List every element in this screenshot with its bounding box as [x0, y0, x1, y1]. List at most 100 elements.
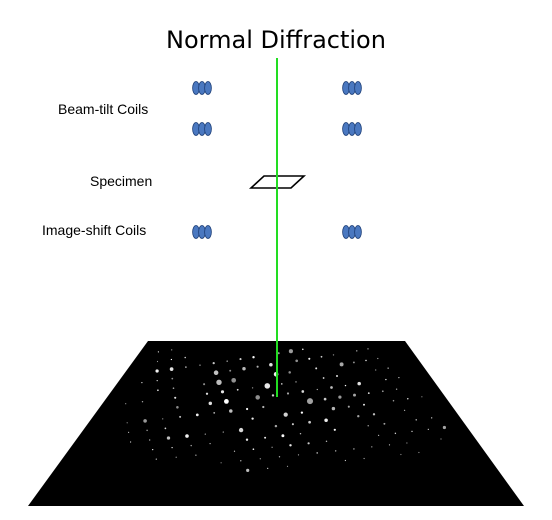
- diffraction-spot: [130, 441, 132, 443]
- diffraction-spot: [190, 444, 192, 447]
- diffraction-spot: [245, 438, 249, 441]
- diffraction-spot: [213, 370, 219, 376]
- diffraction-spot: [372, 413, 376, 416]
- coil-set: [192, 81, 362, 239]
- diffraction-spot: [238, 427, 244, 433]
- diffraction-spot: [297, 454, 300, 456]
- diffraction-spot: [300, 411, 304, 414]
- diffraction-spot: [299, 432, 302, 435]
- diffraction-spot: [288, 349, 293, 354]
- diffraction-spot: [164, 427, 167, 430]
- diffraction-spot: [171, 446, 173, 449]
- diffraction-spot: [169, 367, 174, 371]
- diffraction-spot: [308, 420, 311, 424]
- diffraction-spot: [281, 434, 285, 438]
- diffraction-spot: [128, 431, 130, 433]
- diffraction-spot: [403, 409, 406, 411]
- diffraction-spot: [295, 359, 299, 363]
- diffraction-spot: [316, 452, 319, 454]
- diffraction-spot: [125, 403, 127, 405]
- diffraction-spot: [176, 406, 179, 409]
- diffraction-spot: [377, 434, 380, 437]
- diffraction-spot: [216, 379, 222, 385]
- diffraction-spot: [233, 450, 236, 452]
- diffraction-spot: [195, 454, 197, 456]
- diffraction-spot: [308, 357, 311, 360]
- diffraction-spot: [440, 438, 442, 440]
- diffraction-spot: [344, 459, 347, 462]
- diffraction-spot: [205, 392, 209, 395]
- beam-tilt-coils-label: Beam-tilt Coils: [58, 101, 149, 117]
- diffraction-spot: [335, 450, 337, 452]
- diffraction-spot: [278, 456, 281, 458]
- diffraction-spot: [381, 390, 384, 393]
- diffraction-spot: [155, 458, 157, 460]
- diffraction-spot: [353, 448, 355, 450]
- diffraction-spot: [179, 415, 182, 418]
- diffraction-spot: [157, 389, 159, 392]
- diffraction-spot: [204, 433, 206, 435]
- diffraction-spot: [229, 369, 232, 372]
- diffraction-spot: [411, 430, 413, 433]
- diffraction-spot: [259, 458, 261, 460]
- diffraction-spot: [246, 407, 249, 411]
- diffraction-spot: [212, 361, 215, 365]
- diffraction-spot: [363, 403, 365, 406]
- diffraction-spot: [286, 465, 289, 468]
- diffraction-spot: [262, 405, 265, 409]
- diffraction-spot: [415, 419, 417, 421]
- diffraction-spot: [421, 396, 423, 398]
- diffraction-spot: [331, 406, 336, 411]
- diffraction-spot: [239, 358, 242, 361]
- diffraction-spot: [231, 377, 237, 383]
- diffraction-spot: [347, 405, 350, 408]
- diffraction-spot: [315, 367, 318, 370]
- diffraction-spot: [367, 348, 369, 350]
- diffraction-spot: [357, 415, 360, 418]
- diffraction-spot: [324, 418, 328, 422]
- diffraction-spot: [371, 446, 373, 448]
- diffraction-spot: [395, 388, 398, 390]
- specimen-label: Specimen: [90, 173, 153, 189]
- diffraction-spot: [271, 446, 273, 448]
- diffraction-spot: [252, 448, 255, 451]
- diffraction-spot: [365, 359, 367, 362]
- diffraction-spot: [172, 387, 175, 390]
- diffraction-spot: [339, 362, 344, 367]
- diffraction-spot: [242, 366, 246, 371]
- diffraction-spot: [209, 442, 211, 445]
- diffraction-spot: [264, 383, 271, 389]
- diffraction-spot: [353, 393, 356, 397]
- diffraction-spot: [295, 381, 297, 383]
- diffraction-spot: [418, 451, 420, 454]
- diffraction-spot: [338, 395, 342, 399]
- diffraction-spot: [325, 440, 328, 442]
- diffraction-spot: [174, 396, 177, 399]
- diffraction-spot: [394, 432, 397, 435]
- diffraction-spot: [377, 357, 379, 360]
- diffraction-spot: [330, 386, 333, 389]
- diffraction-spot: [400, 453, 402, 456]
- diffraction-spot: [427, 428, 429, 430]
- diffraction-spot: [431, 417, 433, 419]
- diffraction-spot: [383, 422, 386, 425]
- diffraction-spot: [251, 417, 254, 420]
- diffraction-spot: [157, 351, 159, 353]
- diffraction-spot: [336, 375, 338, 377]
- beam-tilt-coil-lower-left: [192, 122, 212, 136]
- diffraction-spot: [356, 350, 358, 352]
- diffraction-spot: [277, 352, 280, 355]
- image-shift-coil-right: [342, 225, 362, 239]
- diffraction-spot: [406, 442, 408, 444]
- diffraction-spot: [222, 431, 224, 433]
- diffraction-spot: [301, 390, 305, 393]
- diffraction-spot: [316, 388, 318, 391]
- diffraction-spot: [156, 379, 158, 382]
- diffraction-screen: [28, 341, 524, 506]
- image-shift-coils-label: Image-shift Coils: [42, 222, 147, 238]
- diffraction-spot: [367, 425, 369, 427]
- diffraction-spot: [291, 423, 294, 426]
- diffraction-spot: [236, 388, 239, 391]
- diffraction-spot: [162, 418, 164, 420]
- image-shift-coil-left: [192, 225, 212, 239]
